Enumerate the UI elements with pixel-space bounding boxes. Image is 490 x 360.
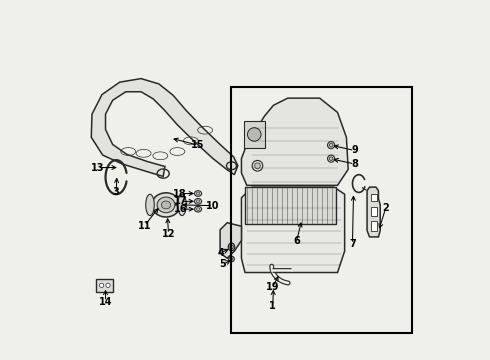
Ellipse shape <box>196 200 200 203</box>
Bar <box>370 207 377 216</box>
Polygon shape <box>242 98 348 185</box>
Bar <box>245 187 336 225</box>
Ellipse shape <box>329 157 333 161</box>
Text: 9: 9 <box>351 145 358 156</box>
Polygon shape <box>220 223 242 258</box>
Ellipse shape <box>196 208 200 211</box>
Ellipse shape <box>228 243 235 251</box>
Bar <box>231 87 412 333</box>
Ellipse shape <box>195 191 201 196</box>
Ellipse shape <box>195 206 201 212</box>
Text: 19: 19 <box>266 282 279 292</box>
Ellipse shape <box>229 256 234 262</box>
Text: 4: 4 <box>218 248 224 258</box>
Ellipse shape <box>106 283 110 288</box>
Text: 14: 14 <box>99 297 112 307</box>
Polygon shape <box>367 187 380 237</box>
Ellipse shape <box>196 192 200 195</box>
Ellipse shape <box>157 197 175 213</box>
Polygon shape <box>91 78 238 176</box>
Polygon shape <box>242 187 344 273</box>
Text: 13: 13 <box>91 163 104 172</box>
Text: 15: 15 <box>191 140 205 150</box>
Text: 8: 8 <box>351 159 358 169</box>
Text: 18: 18 <box>173 189 187 198</box>
Bar <box>370 221 377 230</box>
Ellipse shape <box>152 193 180 217</box>
Ellipse shape <box>230 257 233 260</box>
Text: 10: 10 <box>206 201 220 211</box>
Bar <box>96 279 113 292</box>
Text: 1: 1 <box>270 301 276 311</box>
Ellipse shape <box>195 198 201 204</box>
Ellipse shape <box>146 194 154 216</box>
Text: 5: 5 <box>220 259 226 269</box>
Text: 6: 6 <box>293 236 300 246</box>
Bar <box>244 121 265 148</box>
Ellipse shape <box>255 163 260 168</box>
Ellipse shape <box>327 141 335 149</box>
Text: 16: 16 <box>173 204 187 214</box>
Text: 12: 12 <box>162 229 175 239</box>
Text: 7: 7 <box>349 239 356 249</box>
Ellipse shape <box>329 143 333 147</box>
Ellipse shape <box>252 161 263 171</box>
Text: 3: 3 <box>113 188 120 197</box>
Ellipse shape <box>230 245 233 249</box>
Ellipse shape <box>99 283 104 288</box>
Ellipse shape <box>178 194 186 216</box>
Ellipse shape <box>247 128 261 141</box>
Text: 17: 17 <box>173 196 187 206</box>
Ellipse shape <box>161 201 171 209</box>
Bar <box>370 194 377 201</box>
Text: 2: 2 <box>382 203 389 213</box>
Ellipse shape <box>327 155 335 162</box>
Text: 11: 11 <box>138 221 151 230</box>
